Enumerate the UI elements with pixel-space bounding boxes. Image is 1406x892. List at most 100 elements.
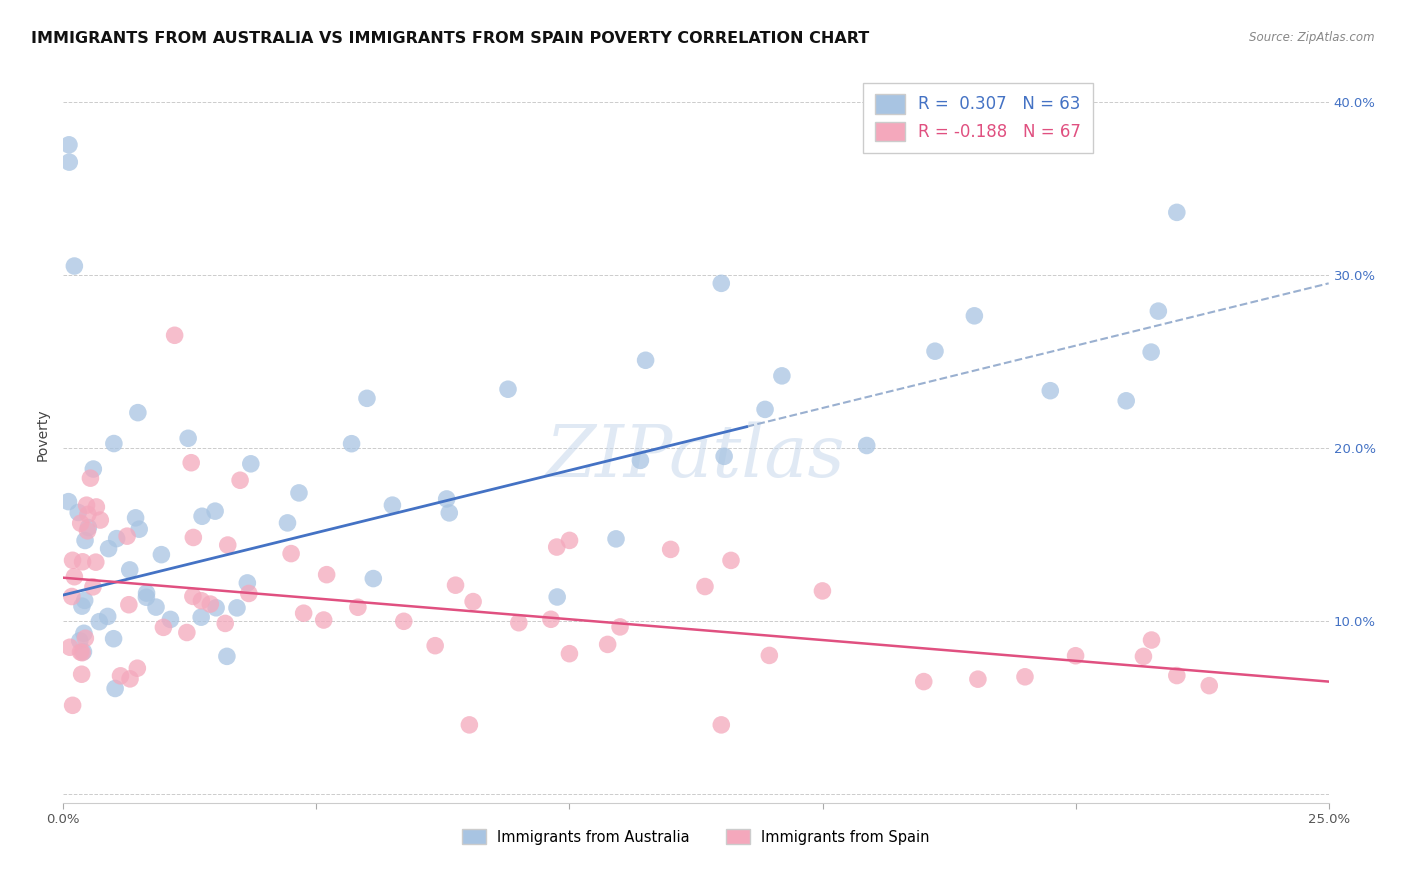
Point — [103, 436, 125, 450]
Point — [238, 586, 260, 600]
Point — [1166, 205, 1188, 219]
Point — [69, 633, 91, 648]
Point — [79, 471, 101, 485]
Point — [86, 500, 108, 514]
Point — [69, 645, 91, 659]
Point — [110, 669, 132, 683]
Point — [381, 498, 404, 512]
Point — [200, 597, 222, 611]
Point — [912, 674, 935, 689]
Point — [124, 511, 146, 525]
Point — [1064, 648, 1087, 663]
Point — [104, 681, 127, 696]
Point — [315, 567, 337, 582]
Point — [1014, 670, 1036, 684]
Point — [128, 522, 150, 536]
Point — [967, 672, 990, 686]
Point — [347, 600, 370, 615]
Point — [127, 661, 149, 675]
Point — [58, 494, 80, 508]
Point — [924, 344, 946, 359]
Point — [596, 637, 619, 651]
Point — [67, 505, 90, 519]
Point — [75, 632, 97, 646]
Point — [659, 542, 682, 557]
Point — [461, 594, 484, 608]
Point — [215, 649, 238, 664]
Point — [145, 600, 167, 615]
Point — [292, 606, 315, 620]
Point — [76, 524, 98, 538]
Point — [77, 520, 100, 534]
Point — [540, 612, 562, 626]
Point — [89, 513, 111, 527]
Point — [276, 516, 298, 530]
Point — [190, 593, 212, 607]
Point — [1132, 649, 1154, 664]
Point — [693, 580, 716, 594]
Point — [558, 533, 581, 548]
Point — [59, 640, 82, 655]
Point — [312, 613, 335, 627]
Point — [63, 259, 86, 273]
Point — [605, 532, 627, 546]
Point — [163, 328, 186, 343]
Point — [710, 718, 733, 732]
Point — [1115, 393, 1137, 408]
Point — [770, 368, 793, 383]
Point — [77, 508, 100, 522]
Point — [135, 591, 157, 605]
Point — [214, 616, 236, 631]
Point — [177, 431, 200, 445]
Point — [811, 583, 834, 598]
Point — [392, 615, 415, 629]
Point — [82, 462, 104, 476]
Point — [855, 438, 877, 452]
Point — [1147, 304, 1170, 318]
Point — [159, 612, 181, 626]
Point — [183, 531, 205, 545]
Point — [288, 486, 311, 500]
Point — [118, 563, 141, 577]
Point — [97, 541, 120, 556]
Point — [58, 155, 80, 169]
Point — [70, 646, 93, 660]
Point — [62, 698, 84, 713]
Point — [103, 632, 125, 646]
Point — [84, 555, 107, 569]
Point — [205, 600, 228, 615]
Point — [496, 382, 519, 396]
Point — [1198, 679, 1220, 693]
Point — [76, 498, 98, 512]
Point — [558, 647, 581, 661]
Point — [69, 516, 91, 531]
Point — [135, 586, 157, 600]
Point — [363, 572, 385, 586]
Point — [62, 553, 84, 567]
Point — [720, 553, 742, 567]
Point — [72, 555, 94, 569]
Point — [458, 718, 481, 732]
Point — [713, 450, 735, 464]
Text: Source: ZipAtlas.com: Source: ZipAtlas.com — [1250, 31, 1375, 45]
Point — [118, 672, 141, 686]
Point — [181, 590, 204, 604]
Point — [72, 645, 94, 659]
Point — [217, 538, 239, 552]
Point — [1039, 384, 1062, 398]
Point — [758, 648, 780, 663]
Point — [436, 491, 458, 506]
Point — [236, 575, 259, 590]
Y-axis label: Poverty: Poverty — [37, 409, 51, 461]
Point — [180, 456, 202, 470]
Point — [239, 457, 262, 471]
Point — [1166, 668, 1188, 682]
Point — [1140, 345, 1163, 359]
Point — [191, 509, 214, 524]
Point — [546, 590, 568, 604]
Point — [356, 392, 378, 406]
Point — [190, 610, 212, 624]
Point — [508, 615, 530, 630]
Point — [226, 600, 249, 615]
Point — [70, 599, 93, 614]
